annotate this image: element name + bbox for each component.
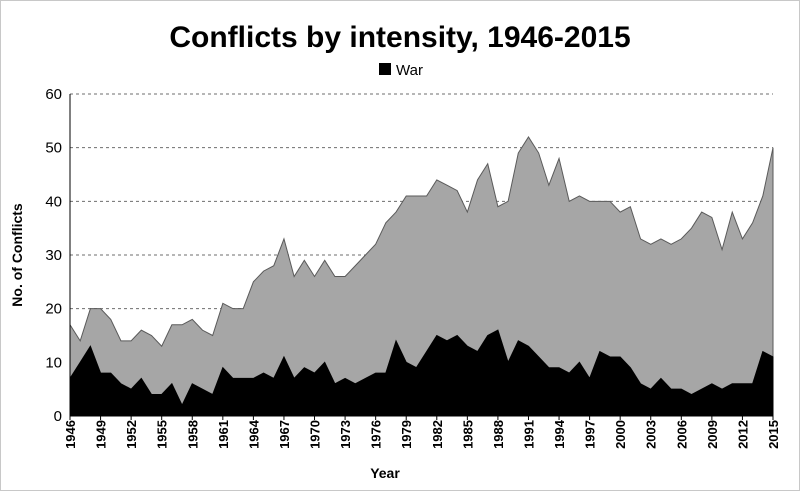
x-tick-label: 1955 bbox=[155, 420, 170, 449]
y-tick-label: 0 bbox=[54, 408, 62, 425]
x-tick-label: 2009 bbox=[705, 420, 720, 449]
y-tick-label: 50 bbox=[45, 140, 62, 157]
x-tick-labels: 1946 1949 1952 1955 1958 1961 1964 1967 1970 1973… bbox=[63, 416, 781, 449]
plot-area bbox=[69, 135, 774, 417]
y-tick-labels: 0 10 20 30 40 50 60 bbox=[45, 86, 62, 425]
x-tick-label: 2000 bbox=[613, 420, 628, 449]
x-tick-label: 2012 bbox=[735, 420, 750, 449]
x-tick-label: 1967 bbox=[277, 420, 292, 449]
x-tick-label: 1958 bbox=[185, 420, 200, 449]
x-tick-label: 1976 bbox=[369, 420, 384, 449]
x-tick-label: 1970 bbox=[308, 420, 323, 449]
x-axis-title: Year bbox=[370, 465, 400, 481]
x-tick-label: 1946 bbox=[63, 420, 78, 449]
x-tick-label: 1982 bbox=[430, 420, 445, 449]
x-tick-label: 1952 bbox=[124, 420, 139, 449]
legend-label-war: War bbox=[396, 62, 423, 79]
x-tick-label: 1985 bbox=[460, 420, 475, 449]
y-tick-label: 60 bbox=[45, 86, 62, 103]
y-axis-title: No. of Conflicts bbox=[9, 203, 25, 307]
x-tick-label: 1991 bbox=[521, 420, 536, 449]
y-tick-label: 40 bbox=[45, 193, 62, 210]
area-total bbox=[69, 135, 774, 417]
x-tick-label: 2006 bbox=[674, 420, 689, 449]
y-tick-label: 20 bbox=[45, 301, 62, 318]
y-tick-label: 10 bbox=[45, 354, 62, 371]
x-tick-label: 1949 bbox=[94, 420, 109, 449]
x-tick-label: 1994 bbox=[552, 419, 567, 449]
x-tick-label: 1973 bbox=[338, 420, 353, 449]
area-war bbox=[69, 329, 774, 417]
x-tick-label: 1997 bbox=[583, 420, 598, 449]
axes bbox=[69, 94, 773, 417]
chart-title: Conflicts by intensity, 1946-2015 bbox=[169, 21, 630, 54]
x-tick-label: 1988 bbox=[491, 420, 506, 449]
y-tick-label: 30 bbox=[45, 247, 62, 264]
x-tick-label: 1961 bbox=[216, 420, 231, 449]
legend: War bbox=[379, 62, 423, 79]
x-tick-label: 2003 bbox=[644, 420, 659, 449]
x-tick-label: 1964 bbox=[246, 419, 261, 449]
legend-swatch-war bbox=[379, 63, 391, 75]
x-tick-label: 1979 bbox=[399, 420, 414, 449]
x-tick-label: 2015 bbox=[766, 420, 781, 449]
